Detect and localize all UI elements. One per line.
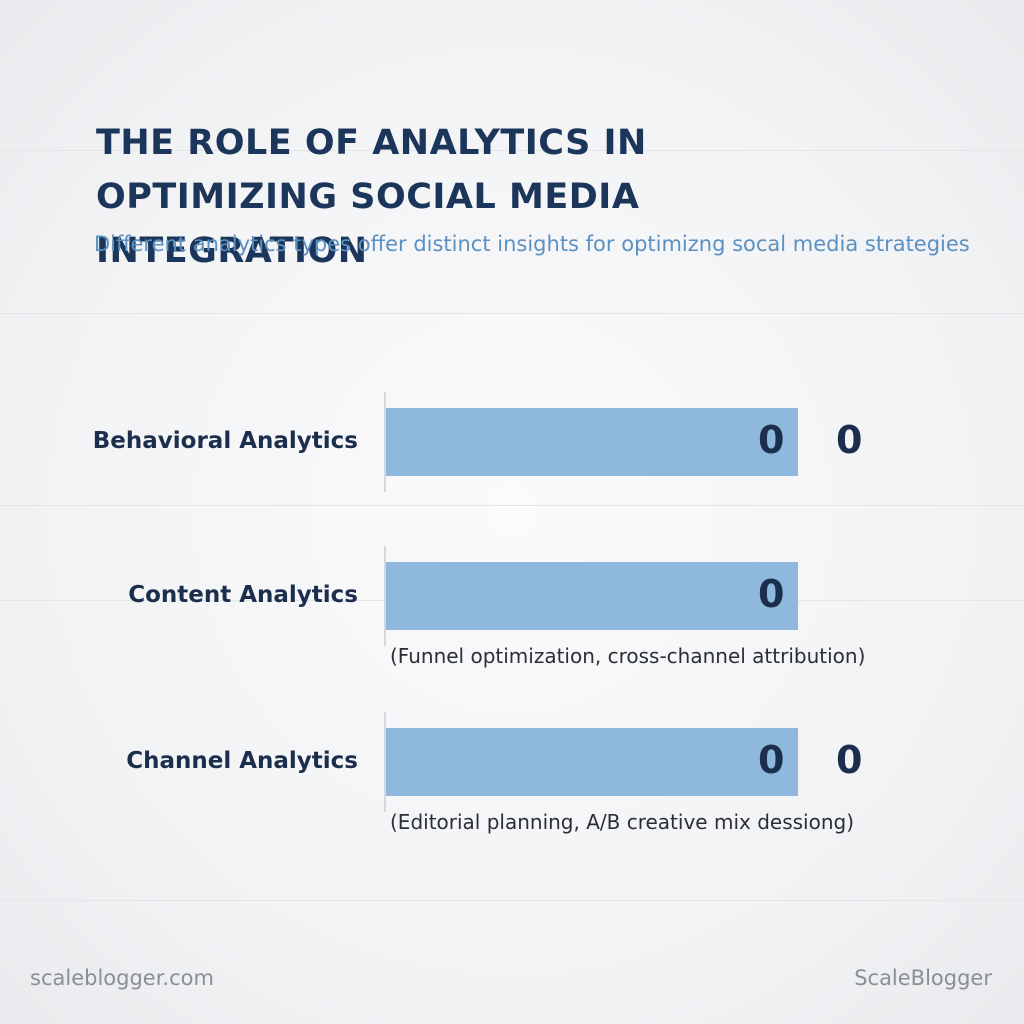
bar <box>386 728 798 796</box>
row-label: Channel Analytics <box>126 748 358 774</box>
note: (Funnel optimization, cross-channel attr… <box>390 644 866 668</box>
note: (Editorial planning, A/B creative mix de… <box>390 810 854 834</box>
title: THE ROLE OF ANALYTICS IN OPTIMIZING SOCI… <box>96 123 647 271</box>
value: 0 <box>758 738 785 782</box>
value: 0 <box>758 418 785 462</box>
footer-right: ScaleBlogger <box>854 966 992 990</box>
divider <box>0 150 1024 151</box>
subtitle: Different analytics types offer distinct… <box>94 232 970 256</box>
bar <box>386 408 798 476</box>
axis-line <box>384 712 386 812</box>
footer-left: scaleblogger.com <box>30 966 214 990</box>
bar <box>386 562 798 630</box>
value: 0 <box>758 572 785 616</box>
divider <box>0 505 1024 506</box>
row-label: Behavioral Analytics <box>92 428 358 454</box>
axis-line <box>384 546 386 646</box>
axis-line <box>384 392 386 492</box>
divider <box>0 313 1024 314</box>
value: 0 <box>836 738 863 782</box>
row-label: Content Analytics <box>128 582 358 608</box>
value: 0 <box>836 418 863 462</box>
divider <box>0 900 1024 901</box>
